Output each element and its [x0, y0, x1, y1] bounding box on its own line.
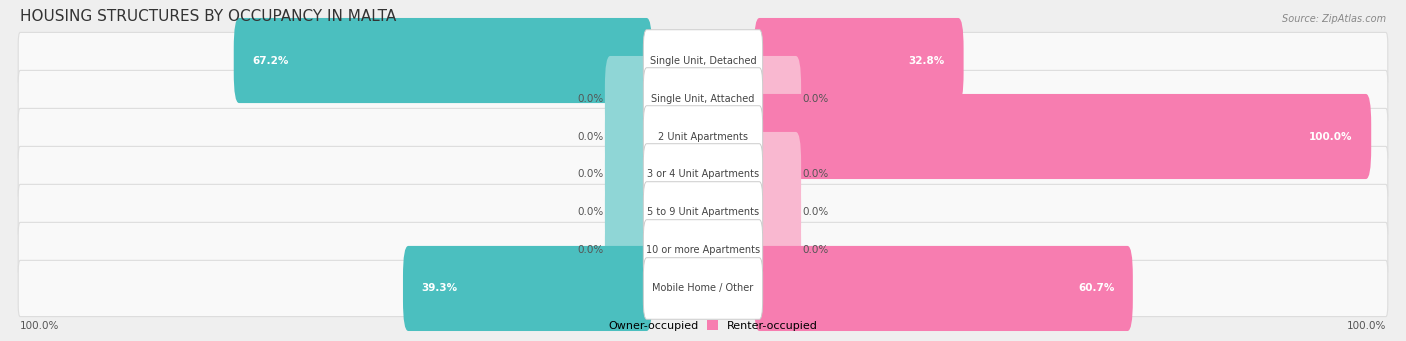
FancyBboxPatch shape	[754, 170, 801, 255]
FancyBboxPatch shape	[18, 146, 1388, 203]
FancyBboxPatch shape	[605, 94, 652, 179]
FancyBboxPatch shape	[404, 246, 652, 331]
Text: 10 or more Apartments: 10 or more Apartments	[645, 246, 761, 255]
FancyBboxPatch shape	[754, 56, 801, 141]
Text: Mobile Home / Other: Mobile Home / Other	[652, 283, 754, 294]
FancyBboxPatch shape	[605, 208, 652, 293]
Text: 0.0%: 0.0%	[578, 132, 603, 142]
FancyBboxPatch shape	[644, 144, 762, 205]
Text: 67.2%: 67.2%	[252, 56, 288, 65]
Text: 0.0%: 0.0%	[803, 207, 828, 218]
FancyBboxPatch shape	[18, 184, 1388, 241]
Text: 60.7%: 60.7%	[1078, 283, 1115, 294]
FancyBboxPatch shape	[18, 260, 1388, 316]
Text: 2 Unit Apartments: 2 Unit Apartments	[658, 132, 748, 142]
FancyBboxPatch shape	[754, 246, 1133, 331]
FancyBboxPatch shape	[644, 68, 762, 129]
Text: 0.0%: 0.0%	[803, 169, 828, 179]
Text: 100.0%: 100.0%	[1347, 321, 1386, 331]
FancyBboxPatch shape	[754, 132, 801, 217]
FancyBboxPatch shape	[644, 30, 762, 91]
Text: 39.3%: 39.3%	[422, 283, 458, 294]
FancyBboxPatch shape	[754, 18, 963, 103]
FancyBboxPatch shape	[754, 208, 801, 293]
Text: Single Unit, Attached: Single Unit, Attached	[651, 93, 755, 104]
Text: Single Unit, Detached: Single Unit, Detached	[650, 56, 756, 65]
Text: 32.8%: 32.8%	[908, 56, 945, 65]
Text: 0.0%: 0.0%	[578, 169, 603, 179]
Text: 3 or 4 Unit Apartments: 3 or 4 Unit Apartments	[647, 169, 759, 179]
FancyBboxPatch shape	[18, 32, 1388, 89]
FancyBboxPatch shape	[18, 70, 1388, 127]
FancyBboxPatch shape	[605, 170, 652, 255]
Text: 5 to 9 Unit Apartments: 5 to 9 Unit Apartments	[647, 207, 759, 218]
FancyBboxPatch shape	[644, 258, 762, 319]
FancyBboxPatch shape	[18, 222, 1388, 279]
Text: 0.0%: 0.0%	[578, 207, 603, 218]
Text: 100.0%: 100.0%	[20, 321, 59, 331]
FancyBboxPatch shape	[644, 182, 762, 243]
FancyBboxPatch shape	[18, 108, 1388, 165]
Text: 0.0%: 0.0%	[578, 93, 603, 104]
Text: 0.0%: 0.0%	[578, 246, 603, 255]
Text: Source: ZipAtlas.com: Source: ZipAtlas.com	[1282, 14, 1386, 25]
Legend: Owner-occupied, Renter-occupied: Owner-occupied, Renter-occupied	[583, 315, 823, 335]
FancyBboxPatch shape	[233, 18, 652, 103]
Text: HOUSING STRUCTURES BY OCCUPANCY IN MALTA: HOUSING STRUCTURES BY OCCUPANCY IN MALTA	[20, 10, 396, 25]
FancyBboxPatch shape	[605, 56, 652, 141]
FancyBboxPatch shape	[605, 132, 652, 217]
Text: 0.0%: 0.0%	[803, 246, 828, 255]
Text: 100.0%: 100.0%	[1309, 132, 1353, 142]
FancyBboxPatch shape	[644, 220, 762, 281]
Text: 0.0%: 0.0%	[803, 93, 828, 104]
FancyBboxPatch shape	[754, 94, 1371, 179]
FancyBboxPatch shape	[644, 106, 762, 167]
